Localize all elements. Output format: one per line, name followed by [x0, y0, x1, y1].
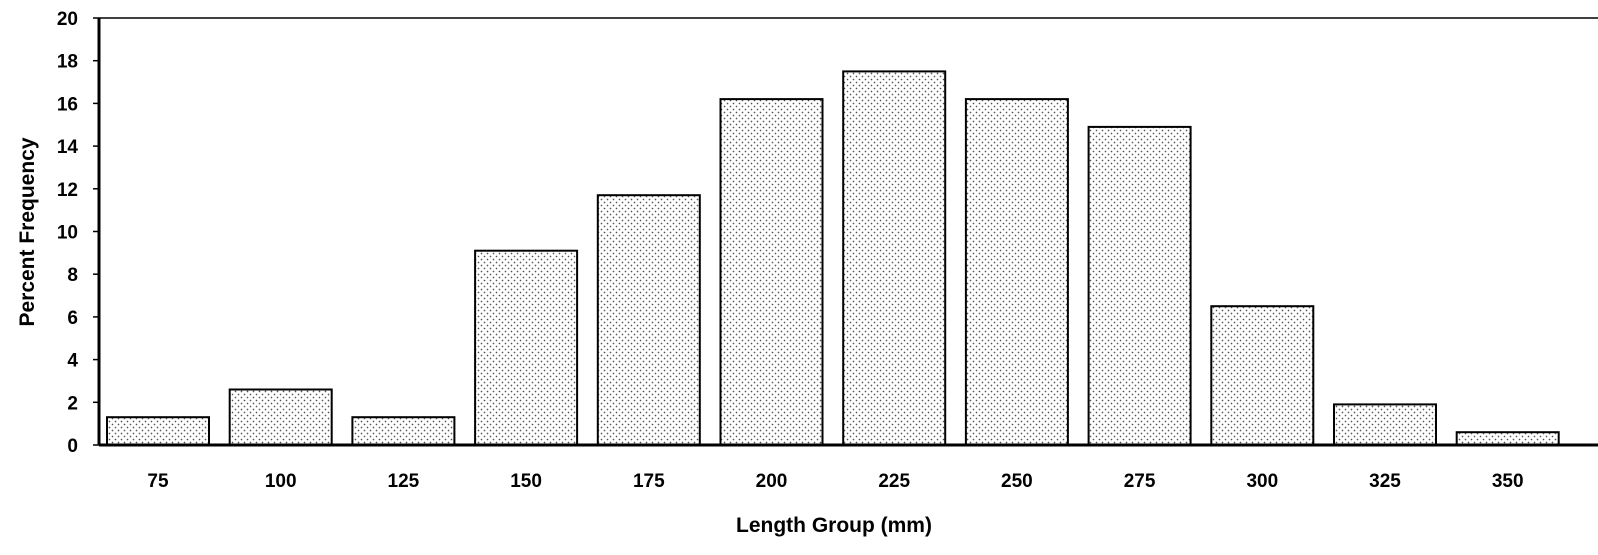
y-tick-label-8: 8: [67, 265, 78, 286]
bar-350: [1455, 431, 1560, 447]
y-tick-label-10: 10: [57, 223, 78, 244]
x-tick-label-175: 175: [633, 471, 665, 492]
y-tick-label-2: 2: [67, 393, 78, 414]
x-axis-title: Length Group (mm): [736, 514, 932, 537]
x-tick-label-275: 275: [1124, 471, 1156, 492]
y-ticks-group: 0 2 4 6 8 10 12 14 16 18 20: [57, 9, 99, 457]
y-tick-label-12: 12: [57, 180, 78, 201]
x-tick-label-225: 225: [878, 471, 910, 492]
bar-250: [964, 98, 1069, 446]
y-tick-label-16: 16: [57, 94, 78, 115]
bar-100: [228, 388, 333, 446]
x-tick-label-100: 100: [265, 471, 297, 492]
y-tick-label-6: 6: [67, 308, 78, 329]
x-tick-label-125: 125: [388, 471, 420, 492]
y-axis-title: Percent Frequency: [16, 137, 39, 326]
x-tick-label-325: 325: [1369, 471, 1401, 492]
y-tick-label-0: 0: [67, 436, 78, 457]
bar-200: [719, 98, 824, 446]
x-tick-label-350: 350: [1492, 471, 1524, 492]
y-tick-label-20: 20: [57, 9, 78, 30]
x-tick-label-150: 150: [510, 471, 542, 492]
x-ticks-group: 75 100 125 150 175 200 225 250 275 300 325 350: [147, 471, 1523, 492]
y-tick-label-14: 14: [57, 137, 79, 158]
x-tick-label-300: 300: [1246, 471, 1278, 492]
bar-175: [596, 194, 701, 446]
bars-group: [106, 70, 1560, 447]
y-tick-label-4: 4: [67, 351, 78, 372]
y-tick-label-18: 18: [57, 52, 78, 73]
bar-325: [1333, 403, 1437, 446]
bar-300: [1210, 305, 1315, 447]
bar-75: [106, 416, 210, 447]
bar-150: [474, 249, 579, 446]
x-tick-label-75: 75: [147, 471, 169, 492]
x-tick-label-250: 250: [1001, 471, 1033, 492]
x-tick-label-200: 200: [756, 471, 788, 492]
bar-275: [1087, 125, 1192, 447]
bar-225: [842, 70, 947, 447]
bar-125: [351, 416, 456, 447]
